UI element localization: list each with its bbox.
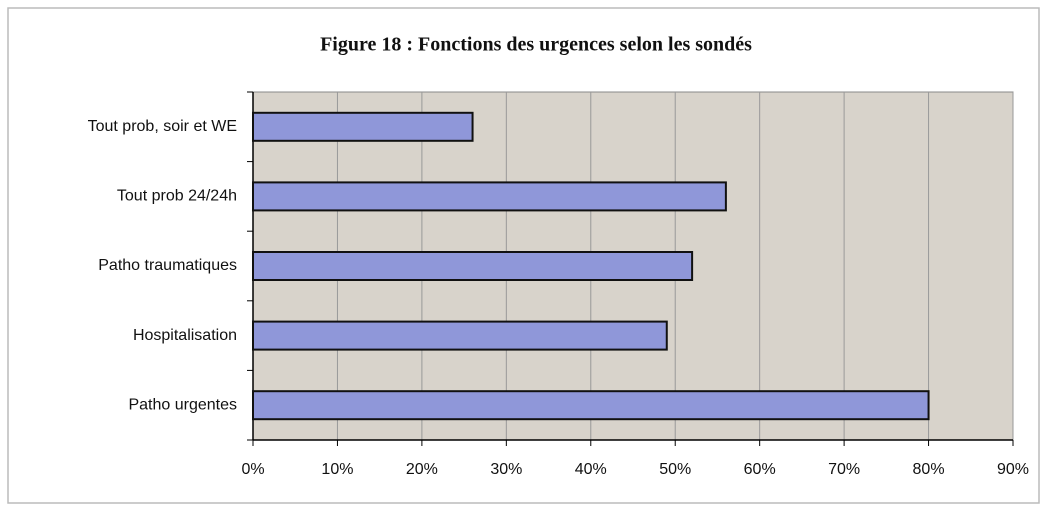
- x-tick-label: 20%: [406, 461, 438, 478]
- bar: [252, 390, 930, 421]
- chart-title: Figure 18 : Fonctions des urgences selon…: [320, 34, 752, 56]
- x-tick-label: 30%: [490, 461, 522, 478]
- bar: [252, 111, 474, 142]
- bar: [252, 181, 727, 212]
- y-tick-label: Patho urgentes: [128, 396, 237, 413]
- x-tick-label: 80%: [913, 461, 945, 478]
- x-tick-label: 50%: [659, 461, 691, 478]
- bar: [252, 320, 668, 351]
- bar: [252, 251, 694, 281]
- x-tick-label: 60%: [744, 461, 776, 478]
- x-tick-label: 90%: [997, 461, 1029, 478]
- y-tick-label: Hospitalisation: [133, 327, 237, 344]
- y-tick-label: Tout prob, soir et WE: [88, 118, 237, 135]
- x-tick-label: 40%: [575, 461, 607, 478]
- x-tick-label: 0%: [241, 461, 264, 478]
- y-tick-label: Patho traumatiques: [98, 257, 237, 274]
- x-tick-label: 70%: [828, 461, 860, 478]
- y-tick-label: Tout prob 24/24h: [117, 188, 237, 205]
- x-tick-label: 10%: [321, 461, 353, 478]
